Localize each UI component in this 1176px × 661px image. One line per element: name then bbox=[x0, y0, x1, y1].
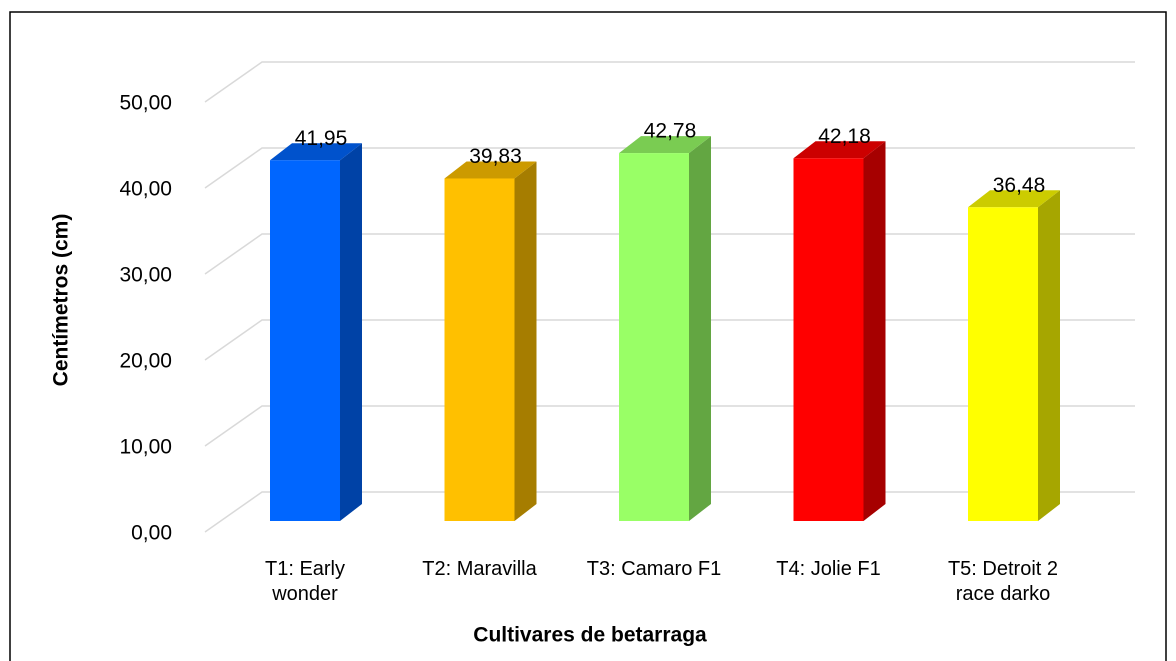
x-tick-label: T5: Detroit 2 race darko bbox=[947, 558, 1059, 605]
x-tick-label: T4: Jolie F1 bbox=[776, 558, 881, 580]
bar bbox=[619, 153, 689, 522]
bar bbox=[444, 178, 515, 521]
bar-side bbox=[1038, 190, 1060, 521]
chart-border bbox=[9, 11, 1167, 661]
bar-top bbox=[619, 136, 711, 154]
bar-top bbox=[968, 190, 1060, 208]
data-label: 42,78 bbox=[644, 120, 697, 143]
x-tick-label: T2: Maravilla bbox=[422, 558, 537, 580]
bar-side bbox=[689, 136, 711, 522]
data-label: 36,48 bbox=[993, 174, 1046, 197]
bar-side bbox=[863, 141, 886, 521]
data-label: 42,18 bbox=[818, 125, 871, 148]
bar-side bbox=[340, 143, 362, 522]
y-tick-label: 10,00 bbox=[119, 436, 172, 459]
bar-top bbox=[270, 143, 362, 161]
bar-side bbox=[514, 161, 537, 521]
x-axis-title: Cultivares de betarraga bbox=[473, 624, 707, 647]
bar bbox=[793, 158, 864, 521]
data-label: 39,83 bbox=[469, 145, 522, 168]
bar bbox=[270, 160, 340, 522]
y-tick-label: 30,00 bbox=[119, 264, 172, 287]
grid-line bbox=[204, 61, 1135, 103]
bar bbox=[968, 207, 1038, 521]
bar-top bbox=[444, 161, 537, 179]
y-axis-title: Centímetros (cm) bbox=[50, 214, 73, 387]
y-tick-label: 20,00 bbox=[119, 350, 172, 373]
bar-top bbox=[793, 141, 886, 159]
y-tick-label: 50,00 bbox=[119, 92, 172, 115]
y-tick-label: 0,00 bbox=[131, 522, 172, 545]
x-tick-label: T1: Early wonder bbox=[264, 558, 346, 605]
data-label: 41,95 bbox=[295, 127, 348, 150]
x-tick-label: T3: Camaro F1 bbox=[586, 558, 722, 580]
y-tick-label: 40,00 bbox=[119, 178, 172, 201]
